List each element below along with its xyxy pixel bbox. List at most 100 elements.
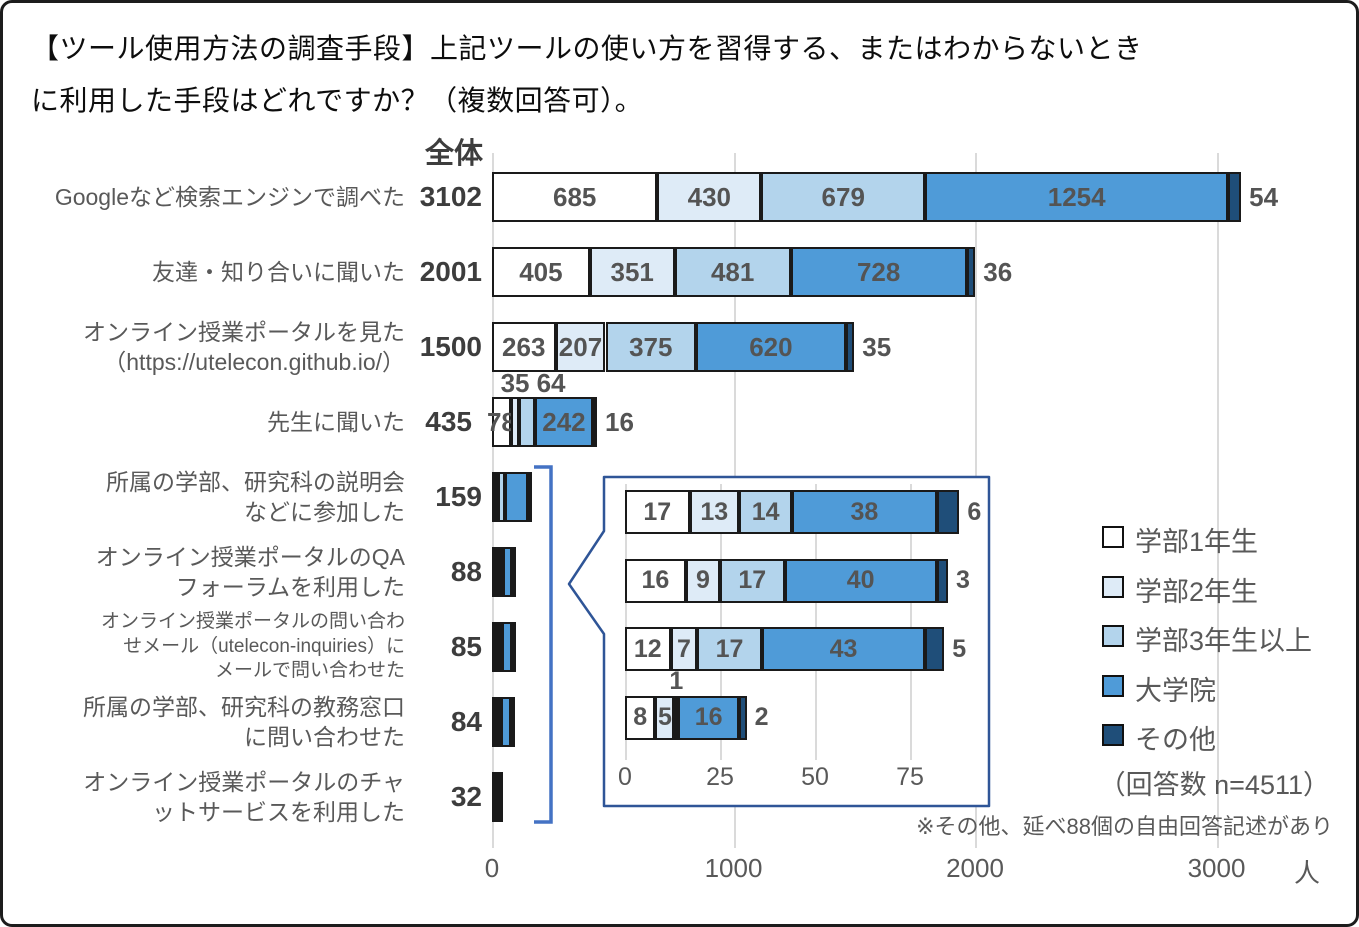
bar-segment xyxy=(674,247,791,297)
bar-segment xyxy=(498,472,506,522)
total-value: 32 xyxy=(450,781,482,812)
bar-segment-label: 2 xyxy=(754,703,769,731)
total-value: 85 xyxy=(450,631,482,662)
legend-swatch xyxy=(1102,526,1124,548)
bar-segment-label: 351 xyxy=(610,256,654,287)
bar-segment-label: 6 xyxy=(967,497,982,526)
bar-segment-label: 263 xyxy=(502,331,546,362)
bar-segment xyxy=(739,695,747,740)
bar-segment xyxy=(492,547,497,597)
total-value: 2001 xyxy=(419,256,482,287)
category-label-line: Googleなど検索エンジンで調べた xyxy=(54,183,405,210)
category-label-line: に問い合わせた xyxy=(244,724,405,750)
bar-segment-label: 405 xyxy=(519,256,563,287)
total-column-header: 全体 xyxy=(424,138,483,170)
bar-segment xyxy=(519,397,535,447)
bar-segment xyxy=(492,247,590,297)
bar-segment xyxy=(492,322,556,372)
category-label-line: オンライン授業ポータルのQA xyxy=(95,543,405,570)
total-value: 159 xyxy=(435,481,482,512)
total-value: 1500 xyxy=(419,331,482,362)
inset-grid-line xyxy=(720,484,722,760)
inset-grid-line xyxy=(815,484,817,760)
bar-segment xyxy=(505,472,528,522)
bar-segment-label: 5 xyxy=(657,703,672,731)
bar-segment xyxy=(511,547,516,597)
bar-segment xyxy=(674,695,679,740)
bar-segment xyxy=(625,490,690,534)
bar-segment xyxy=(500,697,512,747)
inset-grid-line xyxy=(625,484,627,760)
bar-segment xyxy=(502,547,512,597)
category-label: Googleなど検索エンジンで調べた xyxy=(23,145,405,249)
bar-segment xyxy=(511,622,516,672)
category-label-line: 友達・知り合いに聞いた xyxy=(152,258,405,285)
bar-segment-label: 481 xyxy=(710,256,755,287)
bar-segment xyxy=(625,558,686,603)
category-label-line: オンライン授業ポータルのチャ xyxy=(83,768,405,795)
footnote: ※その他、延べ88個の自由回答記述があり xyxy=(916,814,1333,839)
bar-segment xyxy=(936,490,960,534)
bar-segment xyxy=(496,697,501,747)
bar-segment-label: 1 xyxy=(669,667,684,695)
axis-tick-label: 0 xyxy=(484,853,500,883)
response-count-label: （回答数 n=4511） xyxy=(1098,770,1330,800)
bar-segment xyxy=(511,697,516,747)
bar-segment-label: 242 xyxy=(542,406,586,437)
bar-segment xyxy=(678,695,739,740)
bar-segment-label: 40 xyxy=(846,566,875,594)
bar-segment xyxy=(925,627,945,671)
bar-segment-label: 43 xyxy=(829,634,858,663)
category-label: 友達・知り合いに聞いた xyxy=(23,220,405,324)
legend-swatch xyxy=(1102,674,1124,697)
bar-segment xyxy=(739,490,793,534)
bar-segment-label: 9 xyxy=(695,566,710,594)
total-value: 3102 xyxy=(419,181,482,212)
bar-segment xyxy=(496,547,501,597)
total-value: 435 xyxy=(425,406,472,437)
bar-segment-label: 13 xyxy=(700,497,729,526)
bar-segment-label: 375 xyxy=(629,331,673,362)
legend-label: 大学院 xyxy=(1135,675,1216,706)
bar-segment xyxy=(657,172,762,222)
axis-tick-label: 3000 xyxy=(1187,853,1246,883)
bar-segment xyxy=(510,397,520,447)
bar-segment xyxy=(498,622,503,672)
category-label: 所属の学部、研究科の教務窓口 に問い合わせた xyxy=(23,670,405,774)
bar-segment xyxy=(689,490,739,534)
bar-segment xyxy=(625,695,656,740)
inset-axis-tick-label: 0 xyxy=(618,763,632,791)
bar-segment-label: 1254 xyxy=(1047,181,1106,212)
inset-axis-tick-label: 25 xyxy=(706,763,734,791)
inset-grid-line xyxy=(910,484,912,760)
bar-segment-label: 620 xyxy=(749,331,793,362)
bar-segment xyxy=(936,558,948,603)
bar-segment-label: 430 xyxy=(687,181,732,212)
axis-tick-label: 1000 xyxy=(704,853,763,883)
category-label-line: ットサービスを利用した xyxy=(152,799,405,825)
axis-unit-label: 人 xyxy=(1294,858,1321,888)
bar-segment-label: 35 xyxy=(862,331,892,362)
total-value: 84 xyxy=(450,706,482,737)
legend-swatch xyxy=(1102,625,1124,647)
bar-segment xyxy=(527,472,532,522)
bar-segment xyxy=(784,558,937,603)
bar-segment xyxy=(495,772,500,822)
category-label-line: オンライン授業ポータルを見た xyxy=(83,318,405,345)
legend-label: 学部2年生 xyxy=(1135,576,1259,607)
bar-segment-label: 7 xyxy=(676,634,691,663)
bar-segment xyxy=(790,247,967,297)
bar-segment xyxy=(502,622,512,672)
bar-segment-label: 36 xyxy=(983,256,1013,287)
bar-segment xyxy=(761,627,926,671)
category-label-line: せメール（utelecon-inquiries）に xyxy=(123,635,405,657)
bar-segment-label: 35 xyxy=(500,367,530,398)
legend-label: 学部3年生以上 xyxy=(1135,626,1313,656)
bar-segment xyxy=(1228,172,1242,222)
bar-segment xyxy=(492,172,658,222)
legend-label: 学部1年生 xyxy=(1135,527,1259,557)
bar-segment-label: 12 xyxy=(633,634,662,663)
bar-segment xyxy=(696,322,846,372)
inset-axis-tick-label: 75 xyxy=(896,763,924,791)
legend-label: その他 xyxy=(1135,725,1216,755)
